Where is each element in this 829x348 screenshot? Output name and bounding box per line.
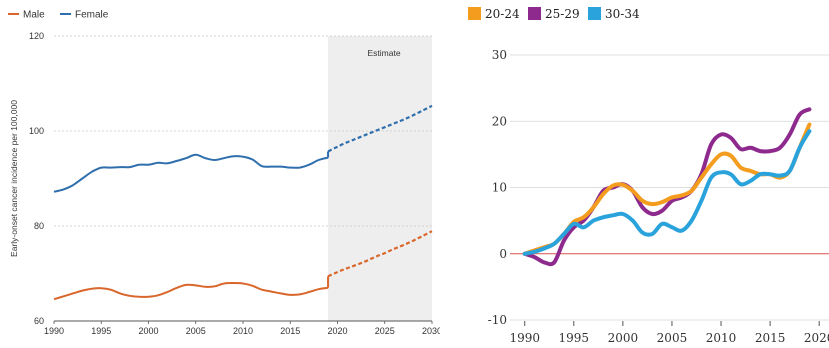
x-tick-label: 2010 (233, 326, 253, 336)
left-chart: Estimate 1990 1995 2000 2005 2010 2015 2020 202… (8, 10, 440, 336)
x-tick-label: 2015 (755, 331, 786, 345)
legend-label-male: Male (23, 10, 45, 21)
y-axis-label: Early-onset cancer incidence per 100,000 (9, 100, 19, 257)
legend-label-25-29: 25-29 (545, 7, 580, 21)
x-tick-label: 2025 (375, 326, 395, 336)
x-tick-label: 2000 (608, 331, 639, 345)
x-tick-label: 1990 (509, 331, 540, 345)
series-line-25-29 (522, 107, 812, 267)
x-tick-label: 1995 (91, 326, 111, 336)
x-tick-label: 1995 (559, 331, 590, 345)
y-tick-label: 80 (34, 221, 44, 231)
y-tick-label: 120 (29, 31, 44, 41)
y-tick-label: 30 (492, 48, 507, 62)
legend-swatch-25-29 (528, 7, 541, 20)
legend-label-female: Female (75, 10, 109, 21)
estimate-region (328, 36, 432, 321)
series-line-30-34 (522, 129, 812, 256)
x-tick-label: 2005 (657, 331, 688, 345)
legend-label-20-24: 20-24 (485, 7, 520, 21)
legend-swatch-30-34 (588, 7, 601, 20)
y-tick-label: 10 (492, 181, 507, 195)
series-estimate-male (327, 230, 433, 278)
y-tick-label: 0 (499, 247, 507, 261)
x-tick-label: 2015 (280, 326, 300, 336)
series-estimate-female (327, 104, 433, 153)
y-tick-label: 60 (34, 316, 44, 326)
legend-label-30-34: 30-34 (605, 7, 640, 21)
y-tick-label: 20 (492, 114, 507, 128)
estimate-label: Estimate (367, 48, 400, 58)
y-tick-label: 100 (29, 126, 44, 136)
x-tick-label: 2005 (186, 326, 206, 336)
x-tick-label: 2010 (706, 331, 737, 345)
legend-swatch-20-24 (468, 7, 481, 20)
series-line-male (53, 281, 329, 301)
x-tick-label: 2020 (327, 326, 347, 336)
y-tick-label: -10 (488, 313, 507, 327)
left-chart-panel: Estimate 1990 1995 2000 2005 2010 2015 2020 202… (8, 10, 440, 336)
series-line-female (53, 153, 329, 193)
x-tick-label: 2020 (804, 331, 829, 345)
x-tick-label: 2000 (138, 326, 158, 336)
x-tick-label: 2030 (422, 326, 440, 336)
x-tick-label: 1990 (44, 326, 64, 336)
